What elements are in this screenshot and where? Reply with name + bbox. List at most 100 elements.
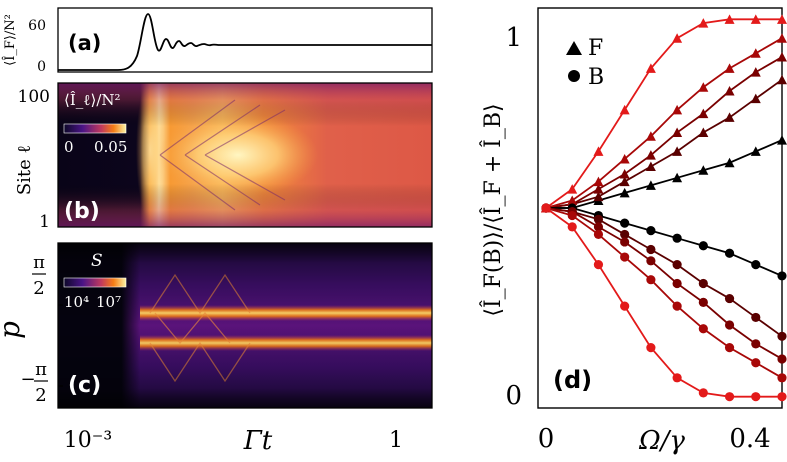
panel-b-ytick-1: 1: [39, 212, 50, 232]
f-marker-1-9: [777, 74, 787, 85]
b-marker-1-4: [646, 244, 656, 255]
panel-c-ytick-top-num: π: [33, 252, 45, 273]
panel-d: 1 0 0 0.4 Ω/γ ⟨Î_F(B)⟩/⟨Î_F + Î_B⟩ F B (…: [479, 7, 787, 456]
b-marker-4-6: [698, 388, 708, 398]
panel-d-ylabel: ⟨Î_F(B)⟩/⟨Î_F + Î_B⟩: [479, 103, 506, 316]
f-marker-4-8: [750, 14, 761, 24]
f-marker-3-1: [567, 195, 578, 205]
panel-b-edge-shade: [58, 83, 432, 227]
panel-b-colorbar-min: 0: [64, 138, 74, 156]
b-marker-2-9: [777, 354, 787, 364]
panel-a-label: (a): [68, 31, 101, 55]
f-marker-0-7: [724, 157, 735, 168]
f-marker-4-4: [645, 63, 656, 73]
b-marker-3-4: [646, 275, 656, 285]
f-marker-2-5: [672, 127, 683, 138]
panel-c: π 2 − π 2 p S 10⁴ 10⁷ (c): [0, 242, 433, 409]
panel-d-xtick-04: 0.4: [729, 424, 770, 454]
f-marker-4-5: [672, 33, 683, 43]
f-marker-3-2: [593, 176, 604, 187]
b-marker-3-7: [724, 343, 735, 353]
legend-label-f: F: [588, 36, 603, 61]
panel-a: 60 0 ⟨Î_F⟩/N² (a): [2, 7, 433, 75]
b-marker-1-2: [593, 214, 604, 224]
f-marker-1-5: [672, 146, 683, 156]
f-marker-3-5: [672, 104, 683, 115]
legend-label-b: B: [588, 65, 604, 90]
f-marker-2-7: [724, 86, 735, 96]
f-marker-3-7: [724, 63, 735, 73]
b-series-line-0: [546, 207, 783, 277]
b-series-line-1: [545, 207, 783, 338]
panel-d-xtick-0: 0: [538, 424, 555, 454]
b-marker-4-4: [646, 343, 656, 353]
b-marker-4-3: [620, 301, 630, 311]
b-marker-4-8: [751, 392, 761, 402]
f-marker-4-6: [698, 18, 709, 28]
panel-b-colorbar-title: ⟨Î_ℓ⟩/N²: [64, 91, 121, 109]
f-marker-0-3: [619, 187, 630, 198]
f-marker-2-8: [750, 67, 761, 77]
panel-b-colorbar: [63, 123, 127, 134]
f-marker-1-8: [750, 93, 761, 104]
f-marker-0-8: [750, 146, 761, 156]
b-marker-3-9: [777, 373, 787, 383]
f-marker-3-9: [777, 33, 787, 43]
panel-b: 100 1 Site ℓ ⟨Î_ℓ⟩/N² 0 0.05 (b): [14, 80, 433, 232]
panel-d-frame: [537, 7, 783, 409]
panel-a-frame: [57, 7, 433, 73]
b-marker-1-9: [777, 331, 787, 341]
panel-b-colorbar-max: 0.05: [94, 138, 127, 156]
panel-d-ytick-0: 0: [505, 381, 522, 411]
b-marker-2-8: [751, 339, 761, 349]
f-marker-1-4: [645, 161, 656, 171]
panel-d-legend: F B: [566, 36, 604, 90]
panel-d-ytick-1: 1: [505, 23, 522, 53]
b-marker-2-4: [646, 256, 656, 266]
panel-c-ytick-bottom-num: π: [35, 359, 47, 380]
b-marker-0-9: [777, 271, 787, 281]
panel-b-ylabel: Site ℓ: [14, 145, 35, 195]
panel-c-ylabel: p: [0, 321, 26, 339]
panel-a-curve: [58, 13, 432, 71]
b-series-line-4: [545, 207, 782, 398]
b-marker-4-1: [567, 222, 577, 232]
panel-a-ytick-60: 60: [28, 18, 46, 34]
f-marker-3-3: [619, 153, 630, 164]
b-series-line-3: [545, 207, 783, 379]
b-marker-1-6: [698, 278, 708, 289]
f-series-line-2: [545, 56, 783, 209]
panel-c-colorbar-max: 10⁷: [96, 293, 121, 311]
panel-d-label: (d): [553, 366, 592, 394]
f-marker-2-9: [777, 52, 787, 62]
b-marker-4-2: [593, 260, 604, 270]
f-series-line-3: [545, 37, 783, 209]
b-marker-2-3: [620, 237, 630, 247]
panel-c-edge-shade: [58, 243, 432, 408]
panel-c-ytick-top-den: 2: [33, 278, 44, 299]
b-series-line-2: [545, 207, 783, 360]
b-marker-1-7: [724, 293, 735, 304]
legend-circle-marker: [568, 70, 580, 82]
b-marker-1-8: [751, 312, 761, 323]
shared-xlabel: Γt: [243, 426, 273, 456]
panel-c-colorbar: [63, 277, 127, 288]
panel-a-ytick-0: 0: [37, 59, 46, 75]
b-marker-2-7: [724, 320, 735, 330]
f-marker-2-2: [593, 184, 604, 194]
b-marker-2-5: [672, 278, 682, 289]
b-marker-3-2: [593, 229, 604, 240]
b-marker-2-2: [593, 222, 604, 232]
b-marker-1-3: [620, 229, 630, 240]
b-marker-0-3: [620, 218, 630, 228]
f-marker-1-7: [724, 112, 735, 122]
panel-c-ytick-bottom-sign: −: [20, 369, 35, 390]
f-marker-4-2: [593, 146, 604, 156]
b-marker-3-1: [567, 210, 577, 221]
shared-xtick-left: 10⁻³: [64, 428, 112, 453]
f-marker-3-6: [698, 82, 709, 92]
f-marker-0-9: [777, 135, 787, 145]
shared-xtick-right: 1: [389, 428, 403, 453]
panel-b-label: (b): [64, 199, 100, 224]
panel-c-colorbar-min: 10⁴: [64, 293, 89, 311]
